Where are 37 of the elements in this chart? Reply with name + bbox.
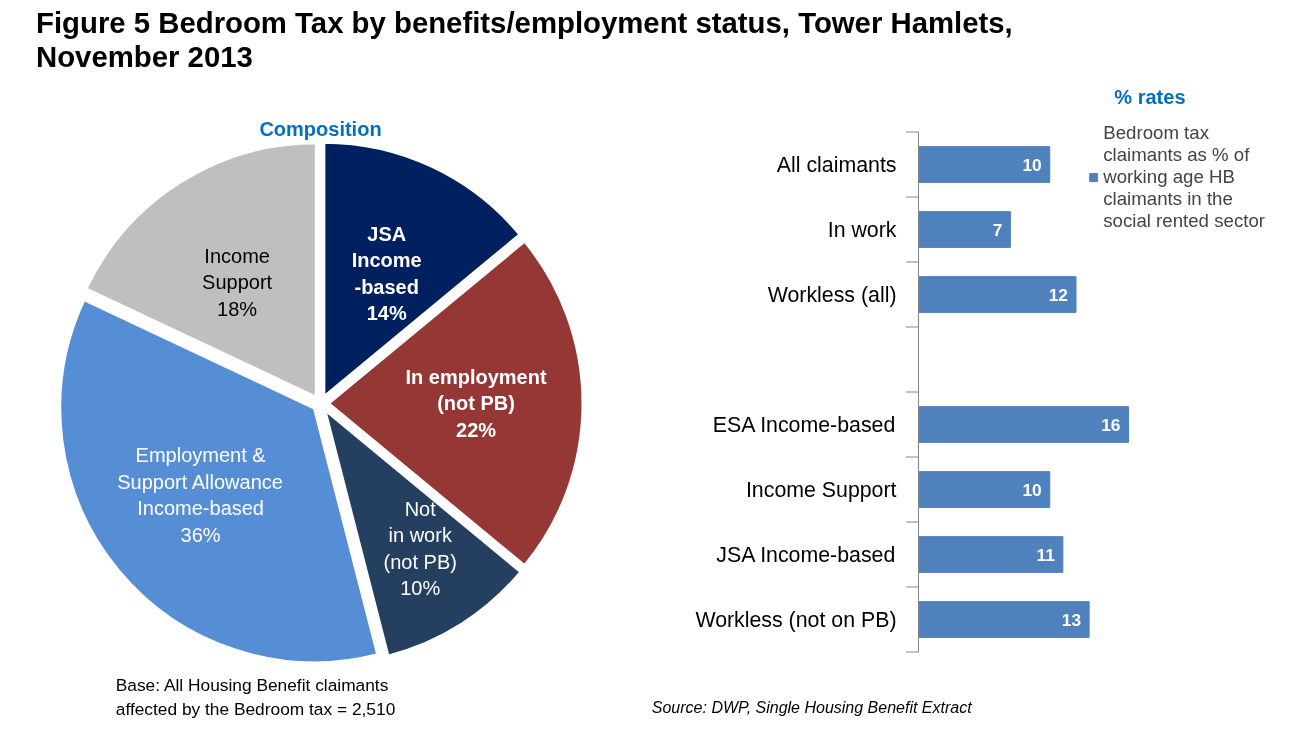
bar <box>918 211 1011 248</box>
y-tick-label: JSA Income-based <box>716 542 896 567</box>
y-tick-label: ESA Income-based <box>712 412 896 437</box>
bar <box>918 146 1051 183</box>
bar <box>918 406 1129 443</box>
slice-label: In employment (not PB) <box>405 366 547 415</box>
data-label: 22% <box>456 418 497 441</box>
slice-label: Not in work (not PB) <box>383 498 457 573</box>
data-label: 16 <box>1101 414 1121 435</box>
data-label: 10 <box>1022 154 1042 175</box>
data-label: 14% <box>366 302 407 325</box>
data-label: 18% <box>217 297 258 320</box>
chart-title: Figure 5 Bedroom Tax by benefits/employment status, Tower Hamlets, November 2013 <box>36 6 1014 74</box>
bar <box>918 471 1051 508</box>
slice-label: Employment & Support Allowance Income-based <box>117 444 283 520</box>
y-tick-label: All claimants <box>776 152 897 177</box>
chart-title: % rates <box>1114 85 1186 108</box>
y-tick-label: Income Support <box>745 477 897 502</box>
data-label: 11 <box>1036 544 1056 565</box>
data-label: 10 <box>1022 479 1042 500</box>
data-label: 36% <box>180 523 221 546</box>
y-tick-label: Workless (not on PB) <box>695 607 897 632</box>
bar <box>918 601 1090 638</box>
y-tick-label: Workless (all) <box>767 282 897 307</box>
text: Base: All Housing Benefit claimants affected by the Bedroom tax = 2,510 <box>115 675 396 720</box>
data-label: 7 <box>992 219 1003 240</box>
bar <box>918 276 1077 313</box>
source-note: Source: DWP, Single Housing Benefit Extract <box>651 698 973 716</box>
legend-label: Bedroom tax claimants as % of working age HB claimants in the social rented sector <box>1103 122 1265 232</box>
data-label: 12 <box>1048 284 1069 305</box>
slice-label: JSA Income -based <box>351 222 422 298</box>
chart-subtitle: Composition <box>259 118 382 141</box>
data-label: 13 <box>1061 609 1082 630</box>
slice-label: Income Support <box>202 244 273 294</box>
bar <box>918 536 1064 573</box>
data-label: 10% <box>400 577 441 600</box>
y-tick-label: In work <box>827 217 897 242</box>
